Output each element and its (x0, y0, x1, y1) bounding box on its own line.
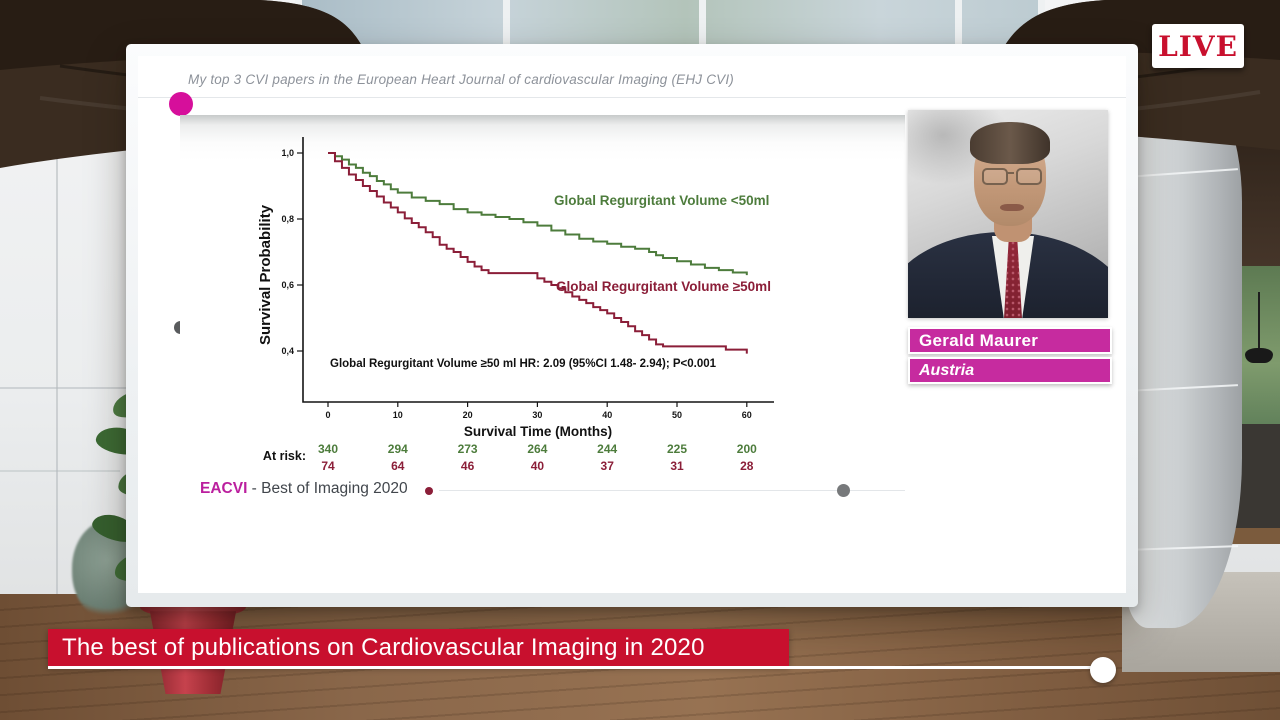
at-risk-low: 200 (737, 442, 757, 456)
y-tick-label: 0,8 (281, 214, 294, 224)
lower-third-banner: The best of publications on Cardiovascul… (48, 629, 789, 667)
x-tick-label: 10 (393, 410, 403, 420)
at-risk-high: 37 (601, 459, 615, 473)
presentation-screen: My top 3 CVI papers in the European Hear… (126, 44, 1138, 607)
wall-seam (56, 158, 58, 600)
at-risk-low: 244 (597, 442, 617, 456)
speaker-name-plate: Gerald Maurer (908, 327, 1112, 354)
window-mullion (955, 0, 962, 60)
at-risk-low: 340 (318, 442, 338, 456)
at-risk-high: 40 (531, 459, 545, 473)
chart-axes (302, 137, 774, 403)
slide-title-divider (138, 97, 1126, 98)
at-risk-high: 46 (461, 459, 475, 473)
speaker-name: Gerald Maurer (919, 330, 1039, 350)
banner-progress-knob (1090, 657, 1116, 683)
wall-seam (0, 387, 128, 389)
at-risk-high: 28 (740, 459, 754, 473)
series-label-low: Global Regurgitant Volume <50ml (554, 193, 769, 208)
window-mullion (699, 0, 706, 60)
hr-annotation: Global Regurgitant Volume ≥50 ml HR: 2.0… (330, 358, 717, 370)
speaker-glasses (982, 168, 1042, 185)
speaker-tie (1004, 240, 1022, 318)
y-tick-label: 1,0 (281, 148, 294, 158)
curved-pillar (1126, 72, 1242, 628)
survival-chart-panel: 1,0 0,8 0,6 0,4 0 10 20 30 40 50 60 Global Regurgit… (180, 115, 905, 515)
eacvi-logo: EACVI (200, 480, 248, 497)
at-risk-low: 264 (527, 442, 547, 456)
km-curve-high (328, 152, 748, 354)
footer-hairline (439, 490, 905, 491)
speaker-video (908, 110, 1108, 318)
series-label-high: Global Regurgitant Volume ≥50ml (556, 279, 771, 294)
y-tick-label: 0,6 (281, 280, 294, 290)
live-badge-label: LIVE (1158, 29, 1238, 63)
x-tick-label: 30 (532, 410, 542, 420)
y-axis-title: Survival Probability (257, 204, 274, 345)
magenta-marker-dot (169, 92, 193, 116)
hanging-lamp-icon (1245, 348, 1273, 363)
slide: My top 3 CVI papers in the European Hear… (138, 56, 1126, 593)
window-mullion (503, 0, 510, 60)
wall-seam (0, 470, 120, 472)
red-bullet-dot (425, 487, 433, 495)
slide-title: My top 3 CVI papers in the European Hear… (188, 72, 734, 87)
banner-progress-line (48, 666, 1104, 669)
x-axis-title: Survival Time (Months) (464, 424, 612, 439)
gray-marker-dot-bottom (837, 484, 850, 497)
slide-footer-text: - Best of Imaging 2020 (247, 480, 408, 497)
at-risk-low: 294 (388, 442, 408, 456)
y-tick-label: 0,4 (281, 346, 294, 356)
banner-title: The best of publications on Cardiovascul… (62, 634, 705, 661)
x-tick-label: 20 (463, 410, 473, 420)
x-tick-label: 40 (602, 410, 612, 420)
x-tick-label: 60 (742, 410, 752, 420)
x-tick-label: 0 (325, 410, 330, 420)
x-tick-label: 50 (672, 410, 682, 420)
slide-footer: EACVI - Best of Imaging 2020 (200, 480, 408, 498)
at-risk-high: 74 (321, 459, 335, 473)
at-risk-label: At risk: (263, 449, 306, 463)
at-risk-low: 273 (458, 442, 478, 456)
at-risk-high: 64 (391, 459, 405, 473)
km-curve-low (328, 152, 748, 276)
ledge (1228, 528, 1280, 544)
speaker-country-plate: Austria (908, 357, 1112, 384)
live-badge: LIVE (1152, 24, 1244, 68)
at-risk-high: 31 (670, 459, 684, 473)
survival-chart: 1,0 0,8 0,6 0,4 0 10 20 30 40 50 60 Global Regurgit… (257, 137, 774, 473)
speaker-country: Austria (919, 361, 975, 379)
at-risk-low: 225 (667, 442, 687, 456)
speaker-hair (970, 122, 1050, 164)
lamp-cord (1258, 292, 1260, 350)
speaker-mouth (1000, 204, 1024, 211)
